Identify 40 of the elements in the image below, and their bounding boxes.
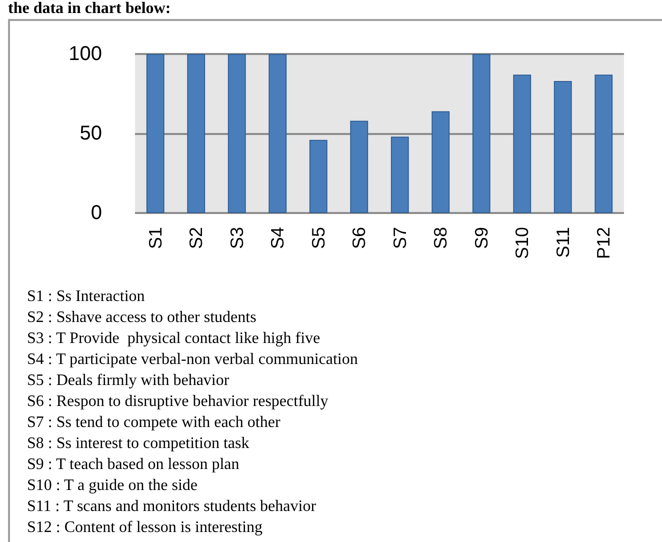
bar [187,54,206,213]
text: S8 : Ss interest to competition task [27,434,250,454]
x-tick-label: S9 [471,227,492,250]
x-tick-label: S3 [226,227,247,250]
bar [228,54,246,213]
x-tick-label: S8 [430,227,451,250]
x-tick-label: S11 [552,227,573,258]
bar [513,74,532,213]
x-tick-label: S4 [268,227,288,250]
text: S5 : Deals firmly with behavior [27,371,230,391]
text: S11 : T scans and monitors students behavior [27,497,318,517]
bar [390,136,409,213]
text: the data in chart below: [8,0,171,18]
x-tick-label: S2 [186,227,206,250]
x-tick-label: S5 [308,227,328,250]
bar [146,54,164,213]
text: S3 : T Provide physical contact like high five [27,329,322,349]
x-tick-label: S6 [349,227,370,250]
y-tick-label: 0 [90,202,102,224]
text: S2 : Sshave access to other students [27,308,258,328]
x-tick-label: S10 [512,227,532,260]
bar [268,54,287,213]
bar [554,81,572,213]
text: S7 : Ss tend to compete with each other [27,413,282,433]
text: S9 : T teach based on lesson plan [27,455,240,475]
bar [432,111,450,213]
x-tick-label: P12 [594,227,614,260]
x-tick-label: S7 [390,227,410,250]
text: S6 : Respon to disruptive behavior respectfully [27,392,330,412]
text: S10 : T a guide on the side [27,476,199,496]
text: S1 : Ss Interaction [27,287,146,307]
bar [309,140,328,213]
y-tick-label: 100 [68,43,102,65]
text: S12 : Content of lesson is interesting [27,518,264,538]
bar [594,74,613,213]
bar [472,54,490,213]
y-tick-label: 50 [80,122,102,144]
x-tick-label: S1 [145,227,166,250]
bar [350,120,368,213]
text: S4 : T participate verbal-non verbal communication [27,350,358,370]
